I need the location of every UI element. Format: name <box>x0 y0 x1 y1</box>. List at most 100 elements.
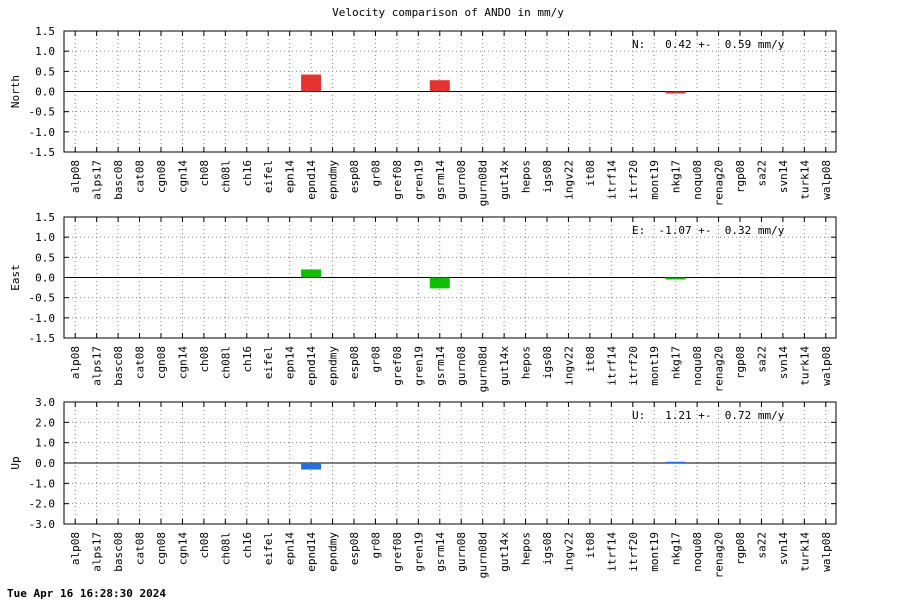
north-xtick-label: renag20 <box>713 160 726 206</box>
north-xtick-label: epndmy <box>327 160 340 200</box>
east-xtick-label: ingv22 <box>562 346 575 386</box>
north-axis-label: North <box>9 75 22 108</box>
up-xtick-label: cat08 <box>134 532 147 565</box>
north-xtick-label: hepos <box>520 160 533 193</box>
north-xtick-label: cgn14 <box>176 160 189 193</box>
north-bar-gsrm14 <box>429 80 450 92</box>
north-ytick-label: 0.0 <box>35 86 55 99</box>
up-xtick-label: itrf14 <box>605 532 618 572</box>
east-xtick-label: walp08 <box>820 346 833 386</box>
north-xtick-label: igs08 <box>541 160 554 193</box>
up-ytick-label: 2.0 <box>35 416 55 429</box>
east-xtick-label: itrf14 <box>605 346 618 386</box>
north-xtick-label: cgn08 <box>155 160 168 193</box>
east-xtick-label: hepos <box>520 346 533 379</box>
east-bar-epnd14 <box>301 269 322 278</box>
up-xtick-label: gref08 <box>391 532 404 572</box>
east-xtick-label: igs08 <box>541 346 554 379</box>
up-xtick-label: gren19 <box>412 532 425 572</box>
up-xtick-label: eifel <box>262 532 275 565</box>
north-bar-epnd14 <box>301 74 322 92</box>
north-xtick-label: eifel <box>262 160 275 193</box>
up-xtick-label: gurn08 <box>455 532 468 572</box>
north-xtick-label: rgp08 <box>734 160 747 193</box>
north-xtick-label: ch08l <box>219 160 232 193</box>
east-xtick-label: renag20 <box>713 346 726 392</box>
north-xtick-label: alps17 <box>91 160 104 200</box>
north-xtick-label: alp08 <box>69 160 82 193</box>
north-xtick-label: it08 <box>584 160 597 187</box>
up-xtick-label: hepos <box>520 532 533 565</box>
east-xtick-label: eifel <box>262 346 275 379</box>
north-xtick-label: epnd14 <box>305 160 318 200</box>
east-xtick-label: gut14x <box>498 346 511 386</box>
up-xtick-label: cgn14 <box>176 532 189 565</box>
east-xtick-label: cgn08 <box>155 346 168 379</box>
east-xtick-label: itrf20 <box>627 346 640 386</box>
up-xtick-label: turk14 <box>798 532 811 572</box>
up-xtick-label: mont19 <box>648 532 661 572</box>
north-xtick-label: gsrm14 <box>434 160 447 200</box>
up-bar-nkg17 <box>665 461 686 464</box>
north-xtick-label: noqu08 <box>691 160 704 200</box>
up-xtick-label: gurn08d <box>477 532 490 578</box>
north-xtick-label: sa22 <box>755 160 768 187</box>
north-xtick-label: epn14 <box>284 160 297 193</box>
north-xtick-label: turk14 <box>798 160 811 200</box>
east-xtick-label: gr08 <box>369 346 382 373</box>
east-xtick-label: epndmy <box>327 346 340 386</box>
up-xtick-label: alps17 <box>91 532 104 572</box>
up-xtick-label: epnd14 <box>305 532 318 572</box>
east-axis-label: East <box>9 264 22 291</box>
north-bar-nkg17 <box>665 91 686 94</box>
up-ytick-label: -3.0 <box>29 518 56 531</box>
up-xtick-label: ch16 <box>241 532 254 559</box>
north-xtick-label: gren19 <box>412 160 425 200</box>
timestamp: Tue Apr 16 16:28:30 2024 <box>7 587 166 600</box>
up-xtick-label: gr08 <box>369 532 382 559</box>
up-xtick-label: renag20 <box>713 532 726 578</box>
up-xtick-label: esp08 <box>348 532 361 565</box>
east-xtick-label: esp08 <box>348 346 361 379</box>
east-xtick-label: sa22 <box>755 346 768 373</box>
east-ytick-label: 0.0 <box>35 272 55 285</box>
up-ytick-label: 3.0 <box>35 396 55 409</box>
up-xtick-label: epn14 <box>284 532 297 565</box>
up-ytick-label: -1.0 <box>29 477 56 490</box>
east-xtick-label: ch08 <box>198 346 211 373</box>
north-xtick-label: gurn08 <box>455 160 468 200</box>
east-xtick-label: gurn08d <box>477 346 490 392</box>
east-xtick-label: alps17 <box>91 346 104 386</box>
north-xtick-label: esp08 <box>348 160 361 193</box>
up-xtick-label: ch08 <box>198 532 211 559</box>
up-xtick-label: rgp08 <box>734 532 747 565</box>
east-xtick-label: gurn08 <box>455 346 468 386</box>
east-xtick-label: gren19 <box>412 346 425 386</box>
up-ytick-label: 0.0 <box>35 457 55 470</box>
chart-title: Velocity comparison of ANDO in mm/y <box>332 6 564 19</box>
up-xtick-label: basc08 <box>112 532 125 572</box>
east-xtick-label: basc08 <box>112 346 125 386</box>
north-ytick-label: -0.5 <box>29 106 56 119</box>
east-bar-nkg17 <box>665 277 686 280</box>
up-xtick-label: itrf20 <box>627 532 640 572</box>
north-ytick-label: 0.5 <box>35 65 55 78</box>
east-xtick-label: it08 <box>584 346 597 373</box>
north-xtick-label: gurn08d <box>477 160 490 206</box>
north-xtick-label: walp08 <box>820 160 833 200</box>
up-xtick-label: sa22 <box>755 532 768 559</box>
up-xtick-label: epndmy <box>327 532 340 572</box>
up-ytick-label: -2.0 <box>29 498 56 511</box>
up-ytick-label: 1.0 <box>35 437 55 450</box>
east-xtick-label: ch16 <box>241 346 254 373</box>
north-xtick-label: mont19 <box>648 160 661 200</box>
up-xtick-label: ingv22 <box>562 532 575 572</box>
east-ytick-label: 1.5 <box>35 211 55 224</box>
up-plot-frame <box>63 401 837 525</box>
east-xtick-label: turk14 <box>798 346 811 386</box>
north-xtick-label: gr08 <box>369 160 382 187</box>
north-xtick-label: itrf14 <box>605 160 618 200</box>
up-xtick-label: cgn08 <box>155 532 168 565</box>
east-xtick-label: cgn14 <box>176 346 189 379</box>
